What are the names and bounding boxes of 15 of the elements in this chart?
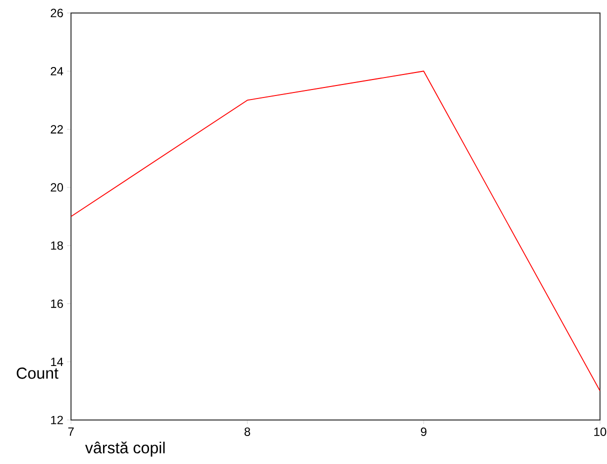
- y-tick-label: 16: [51, 299, 63, 308]
- x-tick-label: 7: [68, 428, 74, 436]
- x-axis-title: vârstă copil: [85, 442, 165, 457]
- y-tick-label: 26: [50, 8, 63, 18]
- x-tick-label: 8: [244, 428, 250, 436]
- x-tick-label: 10: [594, 428, 606, 436]
- line-series: [71, 70, 600, 392]
- y-axis-title: Count: [16, 368, 58, 379]
- y-tick-label: 14: [51, 358, 64, 366]
- y-tick-label: 22: [50, 125, 63, 134]
- y-tick-label: 18: [51, 241, 63, 250]
- x-tick-label: 9: [420, 428, 426, 436]
- y-tick-label: 12: [51, 416, 63, 424]
- y-tick-label: 20: [50, 183, 64, 192]
- y-tick-label: 24: [50, 66, 64, 76]
